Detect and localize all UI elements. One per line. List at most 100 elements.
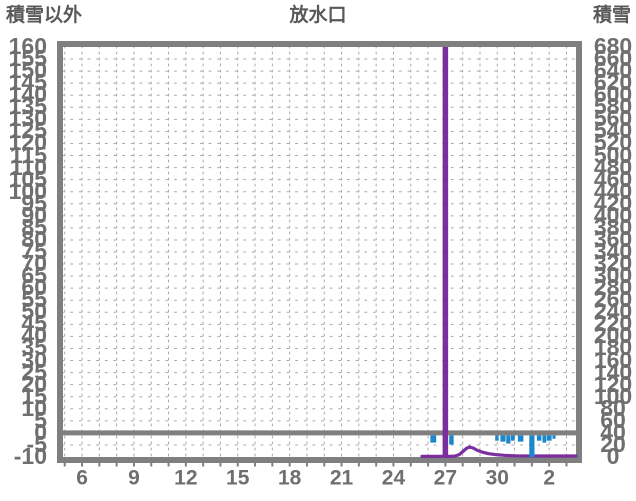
right-axis-label: 340	[593, 238, 633, 265]
right-axis-label: 80	[600, 394, 626, 421]
left-axis-label: 50	[21, 298, 47, 325]
x-axis-tick	[340, 463, 343, 467]
precip-bar	[546, 435, 552, 441]
right-axis-label: 60	[600, 406, 626, 433]
left-axis-label: 160	[8, 33, 47, 60]
left-axis-label: 100	[8, 177, 47, 204]
left-axis-label: 25	[21, 358, 47, 385]
x-axis-tick	[167, 463, 170, 467]
left-axis-label: 0	[34, 418, 47, 445]
x-axis-label: 2	[543, 466, 556, 490]
right-axis-label: 560	[593, 105, 633, 132]
left-axis-label: 40	[21, 322, 47, 349]
x-axis-tick	[530, 463, 533, 467]
x-axis-tick	[409, 463, 412, 467]
x-axis-tick	[427, 463, 430, 467]
precip-bar	[542, 435, 547, 443]
left-axis-label: 45	[21, 310, 47, 337]
x-axis-label: 21	[329, 466, 354, 490]
right-axis-label: 420	[593, 189, 633, 216]
x-axis-tick	[478, 463, 481, 467]
left-axis-label: 20	[21, 370, 47, 397]
x-axis-label: 15	[226, 466, 250, 490]
right-axis-label: 660	[593, 45, 633, 72]
chart-title: 放水口	[289, 5, 347, 26]
x-axis-tick	[63, 463, 66, 467]
x-axis-tick	[184, 463, 187, 467]
x-axis-label: 24	[381, 466, 406, 490]
left-axis-label: -5	[26, 430, 47, 457]
left-axis-label: 105	[8, 165, 47, 192]
right-axis-label: 500	[593, 141, 633, 168]
x-axis-label: 27	[433, 466, 458, 490]
x-axis-tick	[461, 463, 464, 467]
zero-line	[63, 430, 576, 436]
x-axis-label: 30	[485, 466, 509, 490]
right-axis-label: 400	[593, 201, 633, 228]
x-axis-tick	[288, 463, 291, 467]
left-axis-label: 35	[21, 334, 47, 361]
x-axis-tick	[81, 463, 84, 467]
left-axis-label: 150	[8, 57, 47, 84]
right-axis-label: 0	[606, 443, 620, 470]
precip-bar	[517, 435, 524, 442]
left-axis-label: 15	[21, 382, 47, 409]
left-axis-label: 115	[9, 141, 47, 168]
left-axis-label: 125	[8, 117, 47, 144]
right-axis-label: 200	[593, 322, 633, 349]
x-axis-label: 9	[128, 466, 140, 490]
right-axis-label: 640	[593, 57, 633, 84]
precip-bar	[500, 435, 506, 442]
x-axis-tick	[271, 463, 274, 467]
x-axis-tick	[98, 463, 101, 467]
x-axis-tick	[219, 463, 222, 467]
right-axis-label: 280	[593, 274, 633, 301]
x-axis-tick	[254, 463, 257, 467]
left-axis-label: 145	[8, 69, 47, 96]
right-axis-label: 600	[593, 81, 633, 108]
precip-bar	[529, 435, 535, 458]
right-axis-label: 540	[593, 117, 633, 144]
x-axis-tick	[513, 463, 516, 467]
right-axis-label: 380	[593, 213, 633, 240]
right-axis-label: 460	[593, 165, 633, 192]
right-axis-label: 260	[593, 286, 633, 313]
right-axis-label: 100	[593, 382, 633, 409]
x-axis-label: 12	[174, 466, 198, 490]
left-axis-label: 65	[21, 262, 47, 289]
precip-bar	[536, 435, 542, 441]
right-axis-label: 320	[593, 250, 633, 277]
right-axis-label: 620	[593, 69, 633, 96]
left-axis-labels: 160 155 150 145 140 135 130 125 120 115 110 105 100 9…	[0, 0, 47, 501]
left-axis-label: 80	[21, 225, 47, 252]
x-axis-tick	[202, 463, 205, 467]
x-axis-label: 6	[76, 466, 88, 490]
right-axis-labels: 680 660 640 620 600 580 560 540 520 500 480 460 440 4…	[583, 0, 636, 501]
x-axis-tick	[236, 463, 239, 467]
left-axis-label: 135	[8, 93, 47, 120]
x-axis-tick	[115, 463, 118, 467]
x-axis-tick	[132, 463, 135, 467]
right-axis-label: 40	[600, 418, 626, 445]
x-axis-tick	[357, 463, 360, 467]
left-axis-label: 70	[21, 250, 47, 277]
right-axis-title: 積雪	[592, 5, 631, 26]
right-axis-label: 360	[593, 225, 633, 252]
x-axis-tick	[392, 463, 395, 467]
left-axis-label: 140	[8, 81, 47, 108]
x-axis-tick	[565, 463, 568, 467]
precip-bar	[449, 435, 454, 445]
x-axis-tick	[548, 463, 551, 467]
precip-bar	[430, 435, 437, 443]
right-axis-label: 120	[593, 370, 633, 397]
right-axis-label: 220	[593, 310, 633, 337]
right-axis-label: 180	[593, 334, 633, 361]
left-axis-title: 積雪以外	[6, 5, 83, 26]
left-axis-label: 5	[34, 406, 47, 433]
discharge-line	[420, 445, 578, 458]
left-axis-label: 60	[21, 274, 47, 301]
left-axis-label: 30	[21, 346, 47, 373]
right-axis-label: 20	[600, 430, 626, 457]
